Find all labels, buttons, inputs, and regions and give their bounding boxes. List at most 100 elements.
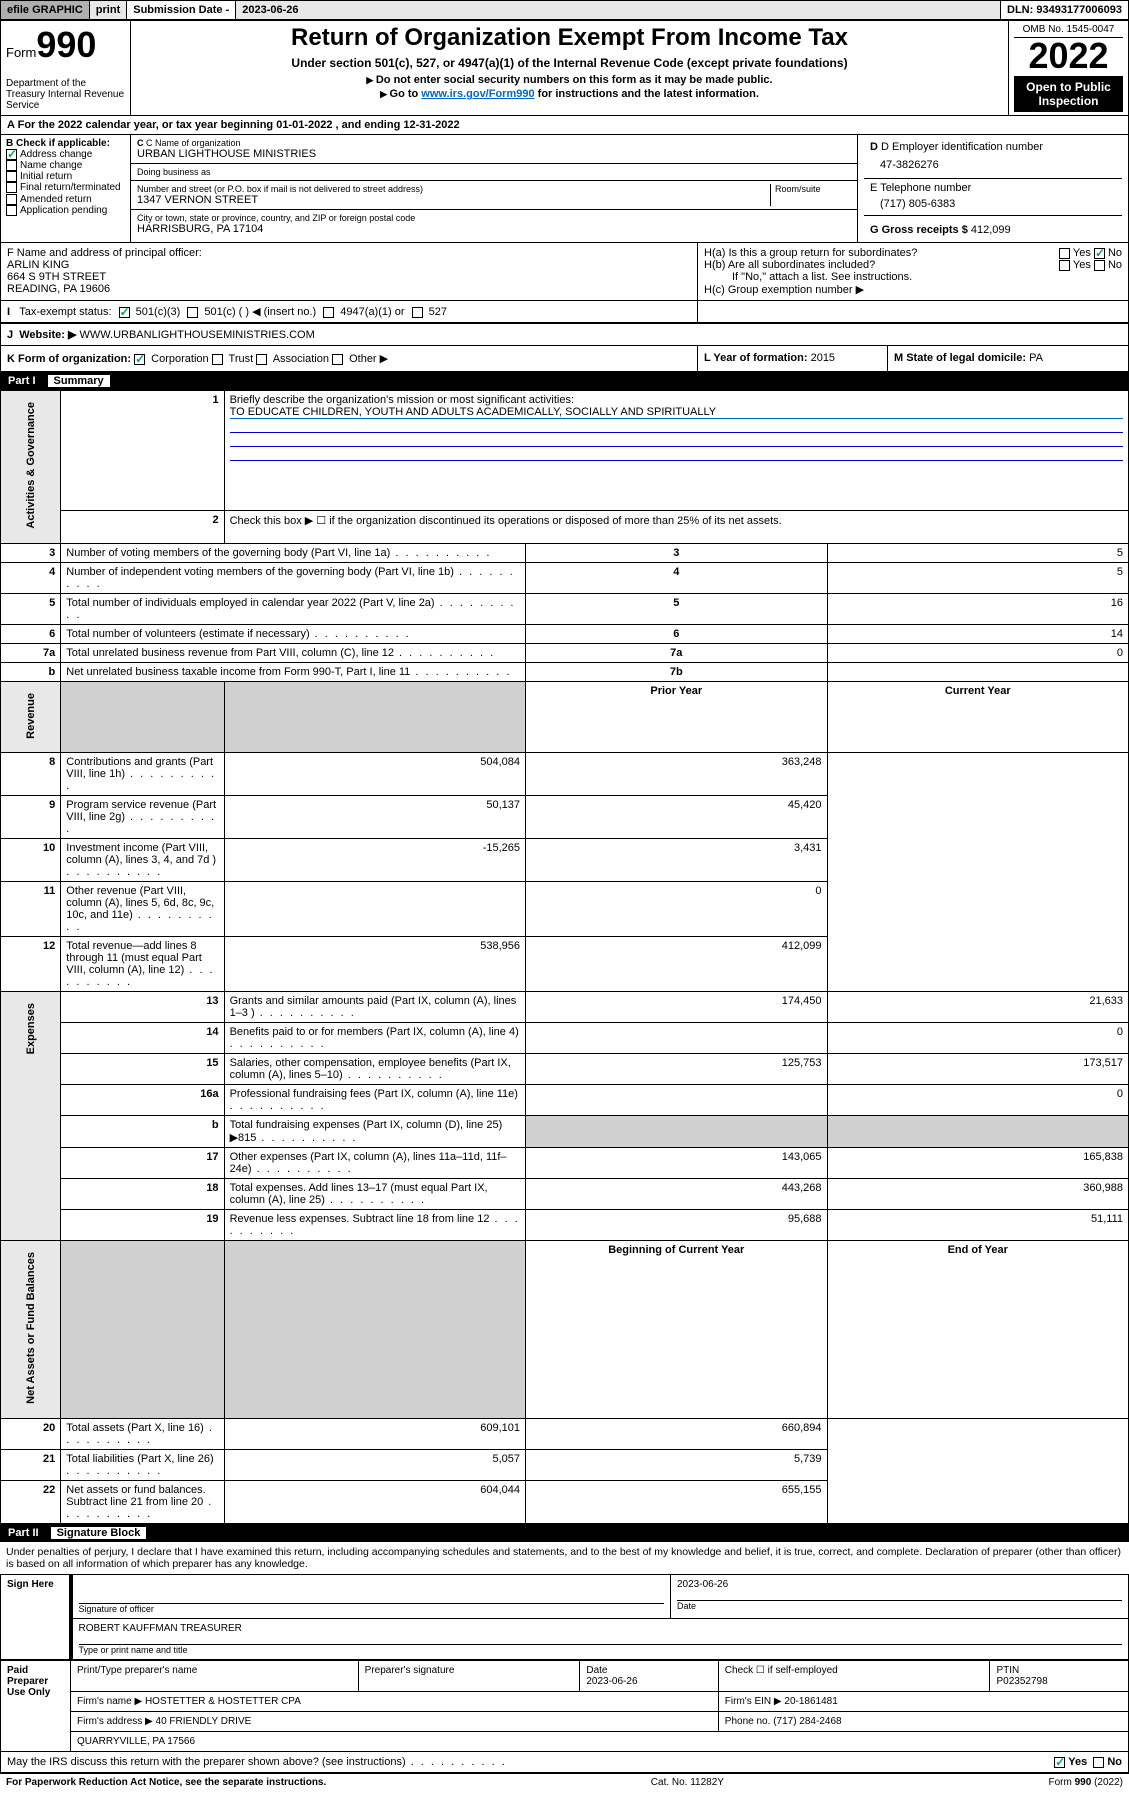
city-value: HARRISBURG, PA 17104 [137, 223, 851, 235]
subtitle-2: Do not enter social security numbers on … [136, 74, 1003, 86]
phone-label: E Telephone number [870, 182, 1116, 194]
section-fh: F Name and address of principal officer:… [0, 243, 1129, 301]
vtab-governance: Activities & Governance [25, 394, 37, 537]
beginning-year-header: Beginning of Current Year [526, 1241, 827, 1419]
efile-label: efile GRAPHIC [1, 1, 90, 19]
submission-date: 2023-06-26 [236, 1, 1001, 19]
subtitle-1: Under section 501(c), 527, or 4947(a)(1)… [136, 56, 1003, 70]
k-checkbox-3[interactable] [332, 354, 343, 365]
end-year-header: End of Year [827, 1241, 1129, 1419]
footer-mid: Cat. No. 11282Y [651, 1777, 724, 1788]
form-org-label: K Form of organization: [7, 353, 131, 365]
vtab-netassets: Net Assets or Fund Balances [25, 1244, 37, 1412]
hb-no-checkbox[interactable] [1094, 260, 1105, 271]
hc-label: H(c) Group exemption number ▶ [704, 283, 1122, 296]
firm-phone: (717) 284-2468 [773, 1716, 841, 1727]
k-checkbox-1[interactable] [212, 354, 223, 365]
part-2-header: Part II Signature Block [0, 1524, 1129, 1542]
dln-label: DLN: 93493177006093 [1001, 1, 1128, 19]
i-checkbox-1[interactable] [187, 307, 198, 318]
print-button[interactable]: print [90, 1, 127, 19]
mission-label: Briefly describe the organization's miss… [230, 394, 574, 406]
gross-receipts-value: 412,099 [971, 224, 1011, 236]
firm-ein: 20-1861481 [784, 1696, 837, 1707]
sig-date-label: Date [677, 1600, 1122, 1611]
irs-link[interactable]: www.irs.gov/Form990 [421, 88, 534, 100]
year-formation: 2015 [811, 352, 835, 364]
i-checkbox-0[interactable] [119, 307, 130, 318]
phone-value: (717) 805-6383 [870, 194, 1116, 212]
city-label: City or town, state or province, country… [137, 213, 851, 223]
hb-note: If "No," attach a list. See instructions… [704, 271, 1122, 283]
preparer-table: Paid Preparer Use Only Print/Type prepar… [0, 1660, 1129, 1752]
hb-question: H(b) Are all subordinates included? Yes … [704, 259, 1122, 271]
prep-self-employed: Check ☐ if self-employed [718, 1661, 990, 1692]
prep-date: 2023-06-26 [586, 1676, 637, 1687]
section-b: B Check if applicable: Address changeNam… [1, 135, 131, 242]
prep-col-sig: Preparer's signature [358, 1661, 580, 1692]
ha-yes-checkbox[interactable] [1059, 248, 1070, 259]
row-j: J Website: ▶ WWW.URBANLIGHTHOUSEMINISTRI… [0, 324, 1129, 346]
row-a-tax-year: A For the 2022 calendar year, or tax yea… [0, 116, 1129, 135]
ein-value: 47-3826276 [870, 153, 1116, 175]
discuss-question: May the IRS discuss this return with the… [7, 1756, 507, 1768]
org-name: URBAN LIGHTHOUSE MINISTRIES [137, 148, 851, 160]
firm-ein-label: Firm's EIN ▶ [725, 1696, 782, 1707]
section-c: C C Name of organization URBAN LIGHTHOUS… [131, 135, 858, 242]
b-checkbox-5[interactable] [6, 205, 17, 216]
submission-label: Submission Date - [127, 1, 236, 19]
open-public-badge: Open to Public Inspection [1014, 76, 1123, 112]
discuss-row: May the IRS discuss this return with the… [0, 1752, 1129, 1773]
ha-question: H(a) Is this a group return for subordin… [704, 247, 1122, 259]
dba-label: Doing business as [137, 167, 851, 177]
prep-col-date: Date [586, 1665, 607, 1676]
officer-street: 664 S 9TH STREET [7, 271, 691, 283]
b-checkbox-3[interactable] [6, 182, 17, 193]
preparer-label: Paid Preparer Use Only [1, 1661, 71, 1752]
officer-name-title: ROBERT KAUFFMAN TREASURER [79, 1623, 1123, 1634]
tax-year: 2022 [1014, 38, 1123, 74]
footer-right: Form 990 (2022) [1049, 1777, 1123, 1788]
domicile-state: PA [1029, 352, 1043, 364]
k-checkbox-0[interactable] [134, 354, 145, 365]
part-1-header: Part I Summary [0, 372, 1129, 390]
i-checkbox-2[interactable] [323, 307, 334, 318]
i-checkbox-3[interactable] [412, 307, 423, 318]
room-label: Room/suite [775, 184, 851, 194]
discuss-no-checkbox[interactable] [1093, 1757, 1104, 1768]
discuss-yes-checkbox[interactable] [1054, 1757, 1065, 1768]
gross-receipts-label: G Gross receipts $ [870, 224, 968, 236]
ha-no-checkbox[interactable] [1094, 248, 1105, 259]
prior-year-header: Prior Year [526, 681, 827, 753]
firm-addr2: QUARRYVILLE, PA 17566 [71, 1732, 1129, 1752]
form-number: Form990 [6, 24, 125, 66]
sig-date: 2023-06-26 [677, 1579, 1122, 1590]
top-bar: efile GRAPHIC print Submission Date - 20… [0, 0, 1129, 20]
row-klm: K Form of organization: Corporation Trus… [0, 346, 1129, 372]
b-checkbox-0[interactable] [6, 149, 17, 160]
dept-label: Department of the Treasury Internal Reve… [6, 78, 125, 111]
sign-here-table: Sign Here Signature of officer 2023-06-2… [0, 1574, 1129, 1660]
footer-left: For Paperwork Reduction Act Notice, see … [6, 1777, 326, 1788]
street-value: 1347 VERNON STREET [137, 194, 766, 206]
b-checkbox-4[interactable] [6, 194, 17, 205]
officer-name-label: Type or print name and title [79, 1644, 1123, 1655]
b-checkbox-1[interactable] [6, 160, 17, 171]
hb-yes-checkbox[interactable] [1059, 260, 1070, 271]
officer-city: READING, PA 19606 [7, 283, 691, 295]
officer-label: F Name and address of principal officer: [7, 247, 691, 259]
street-label: Number and street (or P.O. box if mail i… [137, 184, 766, 194]
firm-addr1: 40 FRIENDLY DRIVE [156, 1716, 252, 1727]
signature-declaration: Under penalties of perjury, I declare th… [0, 1542, 1129, 1574]
org-name-label: C C Name of organization [137, 138, 851, 148]
vtab-revenue: Revenue [25, 685, 37, 747]
b-checkbox-2[interactable] [6, 171, 17, 182]
sign-here-label: Sign Here [1, 1575, 71, 1660]
k-checkbox-2[interactable] [256, 354, 267, 365]
sig-officer-label: Signature of officer [79, 1603, 665, 1614]
firm-addr-label: Firm's address ▶ [77, 1716, 153, 1727]
section-deg: D D Employer identification number 47-38… [858, 135, 1128, 242]
subtitle-3: Go to www.irs.gov/Form990 for instructio… [136, 88, 1003, 100]
firm-name-label: Firm's name ▶ [77, 1696, 142, 1707]
form-title: Return of Organization Exempt From Incom… [136, 24, 1003, 52]
